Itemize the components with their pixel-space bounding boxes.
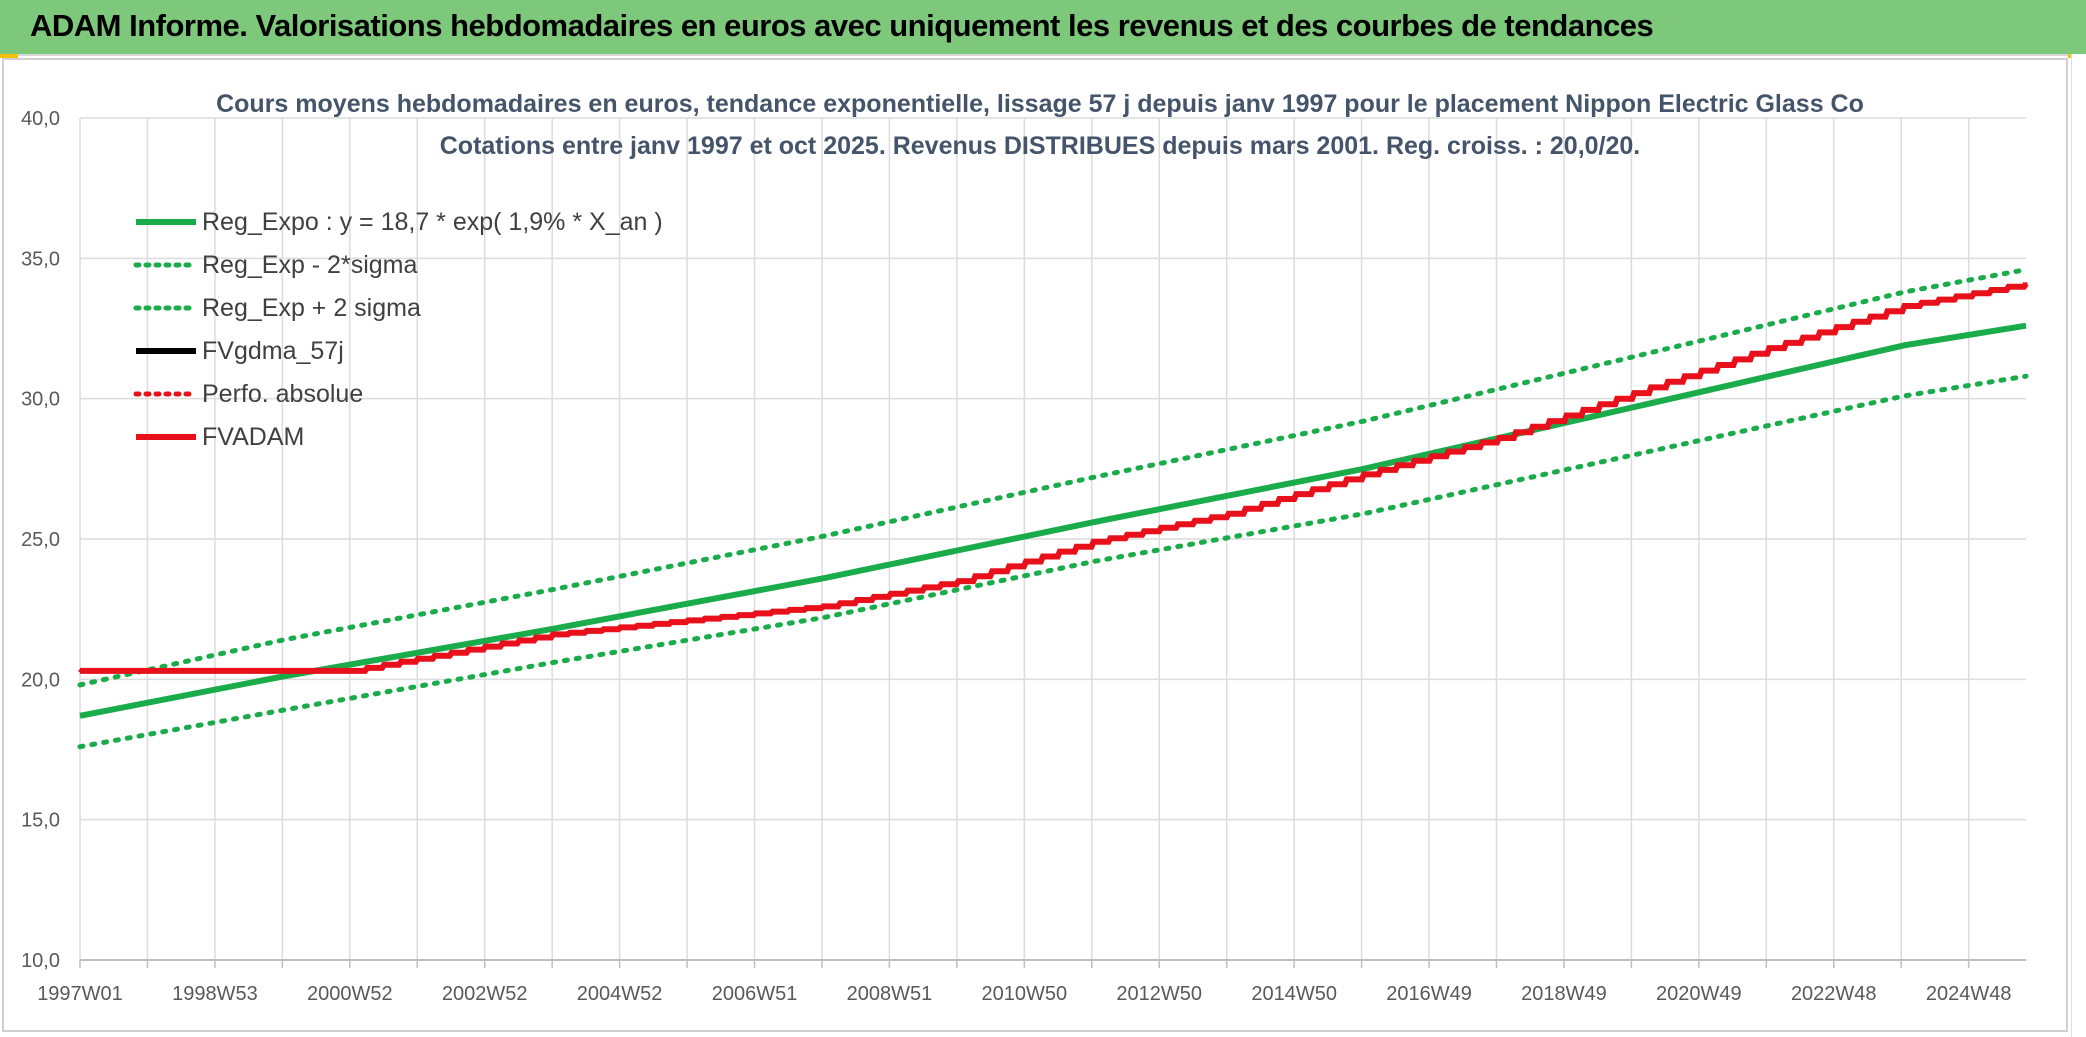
chart-subtitle: Cotations entre janv 1997 et oct 2025. R…: [440, 132, 1641, 160]
x-tick-label: 1997W01: [37, 983, 123, 1005]
legend-entry-perfo-label: Perfo. absolue: [202, 380, 363, 408]
x-tick-label: 2016W49: [1386, 983, 1472, 1005]
reg-exp-plus-2sigma-line: [77, 267, 2029, 688]
legend-entry-reg-expo-label: Reg_Expo : y = 18,7 * exp( 1,9% * X_an ): [202, 208, 663, 236]
y-tick-label: 40,0: [21, 108, 60, 130]
series-group: [77, 267, 2029, 750]
legend-entry-fvadam-label: FVADAM: [202, 423, 304, 451]
fvadam-line: [80, 282, 2029, 674]
x-tick-label: 2022W48: [1791, 983, 1877, 1005]
legend-entry-reg-exp-plus-label: Reg_Exp + 2 sigma: [202, 294, 421, 322]
header-bar: ADAM Informe. Valorisations hebdomadaire…: [0, 0, 2086, 56]
corner-marker-left: [0, 54, 18, 58]
reg-exp-minus-2sigma-line: [77, 373, 2029, 750]
page-title: ADAM Informe. Valorisations hebdomadaire…: [30, 8, 1654, 43]
x-tick-label: 2020W49: [1656, 983, 1742, 1005]
reg-expo-line: [79, 322, 2027, 719]
x-tick-label: 2010W50: [982, 983, 1068, 1005]
x-tick-label: 2008W51: [847, 983, 933, 1005]
chart-title: Cours moyens hebdomadaires en euros, ten…: [216, 90, 1864, 118]
fvgdma-57j-line: [80, 282, 2028, 673]
grid-lines: [79, 117, 2026, 961]
x-tick-label: 1998W53: [172, 983, 258, 1005]
x-tick-label: 2014W50: [1251, 983, 1337, 1005]
y-tick-label: 10,0: [21, 950, 60, 972]
y-tick-label: 15,0: [21, 810, 60, 832]
y-axis: 10,0 15,0 20,0 25,0 30,0 35,0 40,0: [21, 108, 60, 972]
x-tick-label: 2004W52: [577, 983, 663, 1005]
y-tick-label: 30,0: [21, 389, 60, 411]
x-tick-label: 2000W52: [307, 983, 393, 1005]
x-tick-label: 2002W52: [442, 983, 528, 1005]
x-tick-label: 2024W48: [1926, 983, 2012, 1005]
x-tick-label: 2006W51: [712, 983, 798, 1005]
chart-frame: [2, 58, 2068, 1032]
x-tick-label: 2018W49: [1521, 983, 1607, 1005]
right-scroll-strip: [2071, 54, 2086, 1037]
perfo-absolue-line: [78, 282, 2028, 673]
y-tick-label: 25,0: [21, 529, 60, 551]
legend-entry-fvgdma-label: FVgdma_57j: [202, 337, 344, 365]
x-tick-label: 2012W50: [1116, 983, 1202, 1005]
legend-entry-reg-exp-minus-label: Reg_Exp - 2*sigma: [202, 251, 417, 279]
y-tick-label: 20,0: [21, 669, 60, 691]
x-axis: 1997W01 1998W53 2000W52 2002W52 2004W52 2006W…: [37, 959, 2026, 1005]
legend: Reg_Expo : y = 18,7 * exp( 1,9% * X_an )…: [133, 208, 663, 451]
y-tick-label: 35,0: [21, 248, 60, 270]
